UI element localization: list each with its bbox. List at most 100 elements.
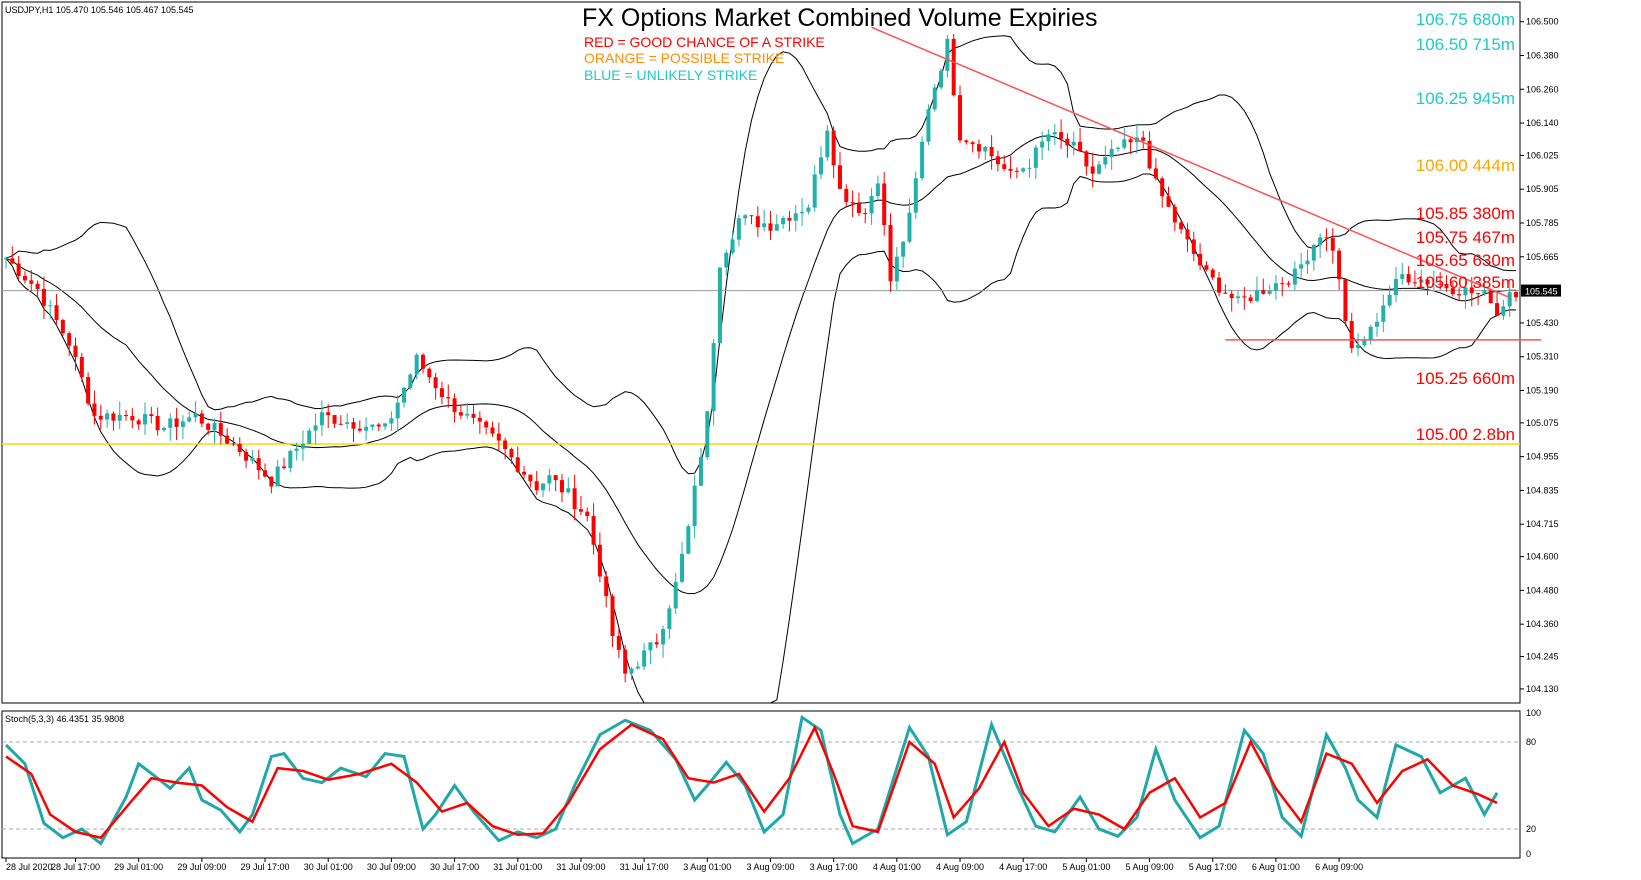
candle-body bbox=[294, 448, 299, 451]
stoch-axis-0: 0 bbox=[1526, 849, 1531, 859]
candle-body bbox=[22, 275, 27, 281]
y-tick-label: 106.380 bbox=[1526, 50, 1559, 60]
x-tick-label: 3 Aug 17:00 bbox=[810, 862, 858, 872]
candle-body bbox=[231, 443, 236, 445]
candle-body bbox=[1305, 260, 1310, 265]
candle-body bbox=[1514, 292, 1518, 298]
candle-body bbox=[591, 515, 596, 545]
candle-body bbox=[1078, 141, 1083, 152]
candle-body bbox=[888, 225, 893, 282]
stoch-axis-100: 100 bbox=[1526, 708, 1541, 718]
x-tick-label: 4 Aug 17:00 bbox=[999, 862, 1047, 872]
candle-body bbox=[29, 280, 34, 284]
candle-body bbox=[256, 458, 261, 471]
candle-body bbox=[1495, 303, 1500, 316]
stoch-panel-frame bbox=[1, 710, 1521, 859]
candle-body bbox=[1071, 141, 1076, 146]
candle-body bbox=[1185, 229, 1190, 240]
x-tick-label: 31 Jul 09:00 bbox=[556, 862, 605, 872]
candle-body bbox=[225, 435, 230, 444]
candle-body bbox=[1387, 295, 1392, 306]
candle-body bbox=[705, 411, 710, 458]
candle-body bbox=[237, 444, 242, 453]
x-tick-label: 3 Aug 09:00 bbox=[746, 862, 794, 872]
candle-body bbox=[345, 422, 350, 424]
candle-body bbox=[711, 343, 716, 412]
candle-body bbox=[1412, 282, 1417, 284]
candle-body bbox=[60, 319, 65, 334]
x-tick-label: 30 Jul 17:00 bbox=[430, 862, 479, 872]
candle-body bbox=[1254, 290, 1259, 302]
candle-body bbox=[1090, 166, 1095, 174]
stoch-level-label: 20 bbox=[1526, 824, 1536, 834]
candle-body bbox=[901, 241, 906, 257]
candle-body bbox=[1450, 288, 1455, 295]
candle-body bbox=[812, 174, 817, 208]
candle-body bbox=[149, 414, 154, 416]
candle-body bbox=[484, 421, 489, 428]
candle-body bbox=[1267, 290, 1272, 294]
stoch-main-line bbox=[4, 714, 1499, 846]
candle-body bbox=[515, 457, 520, 472]
expiry-label: 105.00 2.8bn bbox=[1416, 425, 1515, 444]
candle-body bbox=[698, 457, 703, 486]
candle-body bbox=[439, 388, 444, 398]
candle-body bbox=[1469, 287, 1474, 294]
candle-body bbox=[787, 218, 792, 221]
expiry-label: 105.60 385m bbox=[1416, 273, 1515, 292]
candle-body bbox=[1273, 283, 1278, 291]
candle-body bbox=[92, 403, 97, 416]
candle-body bbox=[471, 413, 476, 418]
stoch-signal-line bbox=[5, 723, 1498, 840]
candle-body bbox=[288, 450, 293, 469]
candle-body bbox=[1002, 164, 1007, 169]
candle-body bbox=[534, 481, 539, 491]
y-tick-label: 104.130 bbox=[1526, 684, 1559, 694]
y-tick-label: 104.480 bbox=[1526, 585, 1559, 595]
candle-body bbox=[667, 608, 672, 629]
candle-body bbox=[79, 356, 84, 378]
candle-body bbox=[1198, 253, 1203, 266]
candle-body bbox=[364, 426, 369, 431]
candle-body bbox=[1210, 269, 1215, 278]
x-tick-label: 4 Aug 01:00 bbox=[873, 862, 921, 872]
candle-body bbox=[875, 183, 880, 197]
candle-body bbox=[578, 509, 583, 512]
legend-red: RED = GOOD CHANCE OF A STRIKE bbox=[584, 34, 825, 50]
candle-body bbox=[1280, 283, 1285, 285]
x-tick-label: 28 Jul 17:00 bbox=[51, 862, 100, 872]
candle-body bbox=[275, 466, 280, 487]
candle-body bbox=[1286, 283, 1291, 285]
candle-body bbox=[4, 258, 8, 260]
candle-body bbox=[1014, 170, 1019, 172]
candle-body bbox=[844, 188, 849, 203]
candle-body bbox=[623, 649, 628, 674]
candle-body bbox=[983, 146, 988, 152]
stoch-level-label: 80 bbox=[1526, 737, 1536, 747]
candle-body bbox=[319, 412, 324, 426]
x-tick-label: 6 Aug 01:00 bbox=[1252, 862, 1300, 872]
candle-body bbox=[174, 418, 179, 427]
candle-body bbox=[1242, 296, 1247, 298]
candle-body bbox=[800, 211, 805, 214]
candle-body bbox=[1444, 283, 1449, 289]
y-tick-label: 105.665 bbox=[1526, 252, 1559, 262]
price-panel-frame bbox=[1, 1, 1521, 704]
candle-body bbox=[250, 458, 255, 461]
candle-body bbox=[661, 628, 666, 645]
y-tick-label: 104.715 bbox=[1526, 519, 1559, 529]
candle-body bbox=[458, 412, 463, 416]
candle-body bbox=[414, 354, 419, 375]
candle-body bbox=[1330, 237, 1335, 251]
candle-body bbox=[1046, 134, 1051, 142]
y-tick-label: 104.360 bbox=[1526, 619, 1559, 629]
candle-body bbox=[541, 483, 546, 491]
candle-body bbox=[913, 178, 918, 213]
candle-body bbox=[730, 239, 735, 253]
current-price-box bbox=[1521, 284, 1561, 297]
candle-body bbox=[193, 413, 198, 418]
candle-body bbox=[1507, 292, 1512, 307]
candle-body bbox=[383, 423, 388, 427]
x-tick-label: 5 Aug 17:00 bbox=[1189, 862, 1237, 872]
candle-body bbox=[1431, 283, 1436, 285]
